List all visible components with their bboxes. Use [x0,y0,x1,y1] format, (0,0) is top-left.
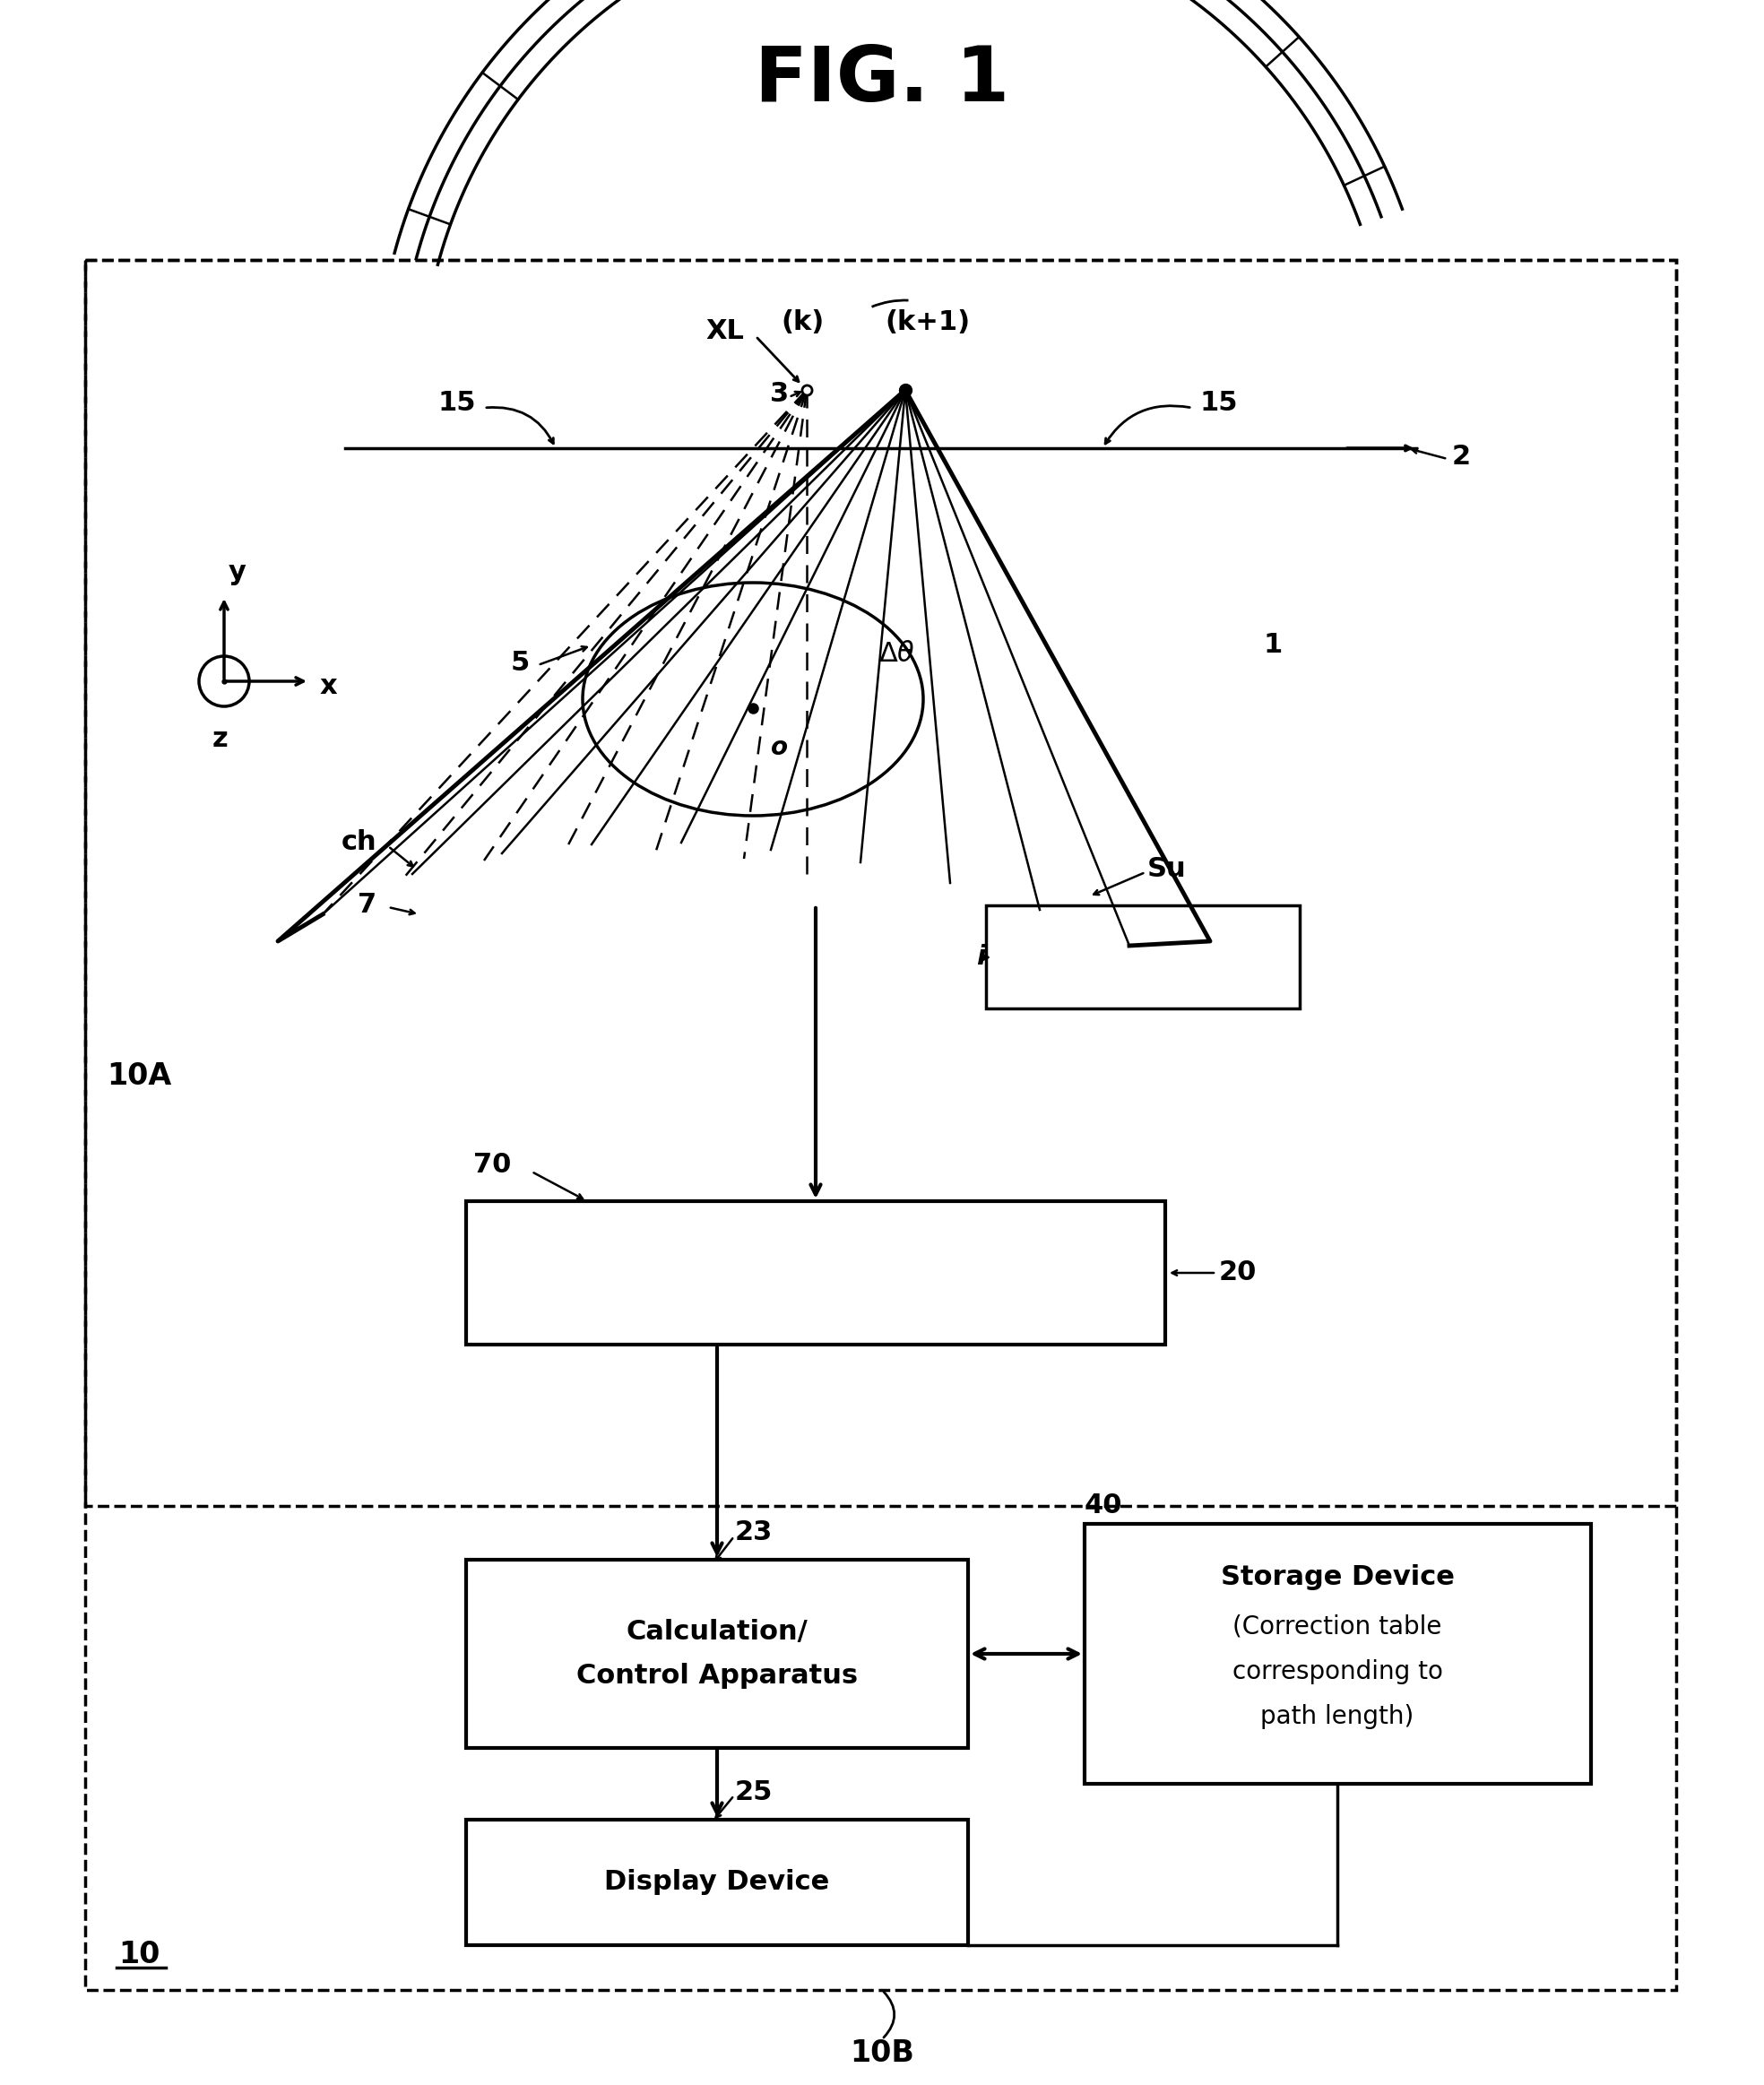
Text: Su: Su [1147,857,1187,882]
Text: 23: 23 [736,1520,773,1545]
Text: i: i [977,945,986,970]
Text: 5: 5 [510,651,529,676]
Text: corresponding to: corresponding to [1231,1660,1443,1685]
Text: ch: ch [340,830,376,855]
Text: 10B: 10B [850,2037,914,2068]
Text: 70: 70 [473,1153,512,1178]
Text: XL: XL [706,319,744,344]
Text: (k): (k) [781,311,824,336]
Bar [466,1820,968,1945]
Text: 10A: 10A [106,1061,171,1090]
Bar [85,261,1676,1505]
Text: 25: 25 [736,1781,773,1806]
Text: y: y [229,559,247,586]
Text: $\Delta\theta$: $\Delta\theta$ [878,642,916,667]
Bar [1085,1524,1591,1785]
Text: o: o [771,736,789,761]
Text: Control Apparatus: Control Apparatus [577,1664,857,1689]
Text: Storage Device: Storage Device [1221,1564,1454,1591]
Text: Calculation/: Calculation/ [626,1618,808,1645]
Text: (Correction table: (Correction table [1233,1614,1441,1639]
Text: 10: 10 [118,1939,161,1968]
Text: 15: 15 [437,390,476,417]
Text: x: x [319,673,337,698]
Bar [466,1201,1166,1345]
Text: z: z [212,726,228,753]
Text: 3: 3 [771,382,789,407]
Text: 7: 7 [358,892,376,917]
Text: path length): path length) [1261,1703,1415,1728]
Bar [986,905,1300,1009]
Text: 2: 2 [1452,444,1471,469]
Text: 20: 20 [1219,1259,1258,1286]
Bar [85,261,1676,1989]
Text: Display Device: Display Device [605,1870,829,1895]
Text: 40: 40 [1085,1493,1122,1520]
Text: (k+1): (k+1) [886,311,970,336]
Text: FIG. 1: FIG. 1 [755,44,1009,119]
Text: 1: 1 [1263,632,1282,659]
Text: 15: 15 [1200,390,1238,417]
Bar [466,1560,968,1747]
